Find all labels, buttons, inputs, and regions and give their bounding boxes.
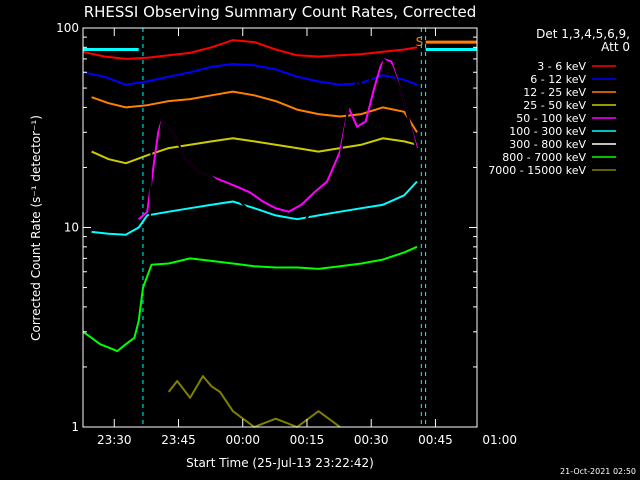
plot-area: S xyxy=(82,28,478,428)
x-tick-label-1: 23:45 xyxy=(161,433,196,447)
timestamp: 21-Oct-2021 02:50 xyxy=(560,467,636,476)
flag-label: S xyxy=(416,35,424,49)
axes: 1 10 100 23:30 23:45 00:00 00:15 00:30 00:45 01:0… xyxy=(56,21,517,447)
x-tick-label-3: 00:15 xyxy=(290,433,325,447)
x-tick-label-5: 00:45 xyxy=(418,433,453,447)
series-line-6 xyxy=(137,57,418,345)
series-line-8 xyxy=(167,375,341,428)
legend-label-8: 7000 - 15000 keV xyxy=(488,164,586,177)
x-tick-label-6: 01:00 xyxy=(482,433,517,447)
series-line-3 xyxy=(91,137,418,165)
legend-header-line2: Att 0 xyxy=(601,40,630,54)
x-tick-label-0: 23:30 xyxy=(97,433,132,447)
legend-label-3: 25 - 50 keV xyxy=(523,99,586,112)
y-tick-label-1: 10 xyxy=(64,221,79,235)
legend-label-5: 100 - 300 keV xyxy=(509,125,586,138)
x-tick-label-4: 00:30 xyxy=(354,433,389,447)
legend-label-2: 12 - 25 keV xyxy=(523,86,586,99)
y-tick-label-2: 100 xyxy=(56,21,79,35)
legend-label-1: 6 - 12 keV xyxy=(530,73,586,86)
plot-frame xyxy=(82,27,478,428)
legend-label-4: 50 - 100 keV xyxy=(516,112,586,125)
series-line-4 xyxy=(138,57,418,220)
legend-label-7: 800 - 7000 keV xyxy=(502,151,586,164)
x-axis-label: Start Time (25-Jul-13 23:22:42) xyxy=(186,456,374,470)
series-line-5 xyxy=(91,180,418,236)
y-axis-label: Corrected Count Rate (s⁻¹ detector⁻¹) xyxy=(29,115,43,341)
chart-title: RHESSI Observing Summary Count Rates, Co… xyxy=(84,3,477,21)
legend-label-6: 300 - 800 keV xyxy=(509,138,586,151)
series-line-7 xyxy=(82,245,418,353)
legend-header-line1: Det 1,3,4,5,6,9, xyxy=(536,27,630,41)
series-line-1 xyxy=(82,63,418,86)
legend-label-0: 3 - 6 keV xyxy=(537,60,586,73)
series-line-0 xyxy=(82,39,418,60)
y-tick-label-0: 1 xyxy=(71,420,79,434)
x-tick-label-2: 00:00 xyxy=(225,433,260,447)
